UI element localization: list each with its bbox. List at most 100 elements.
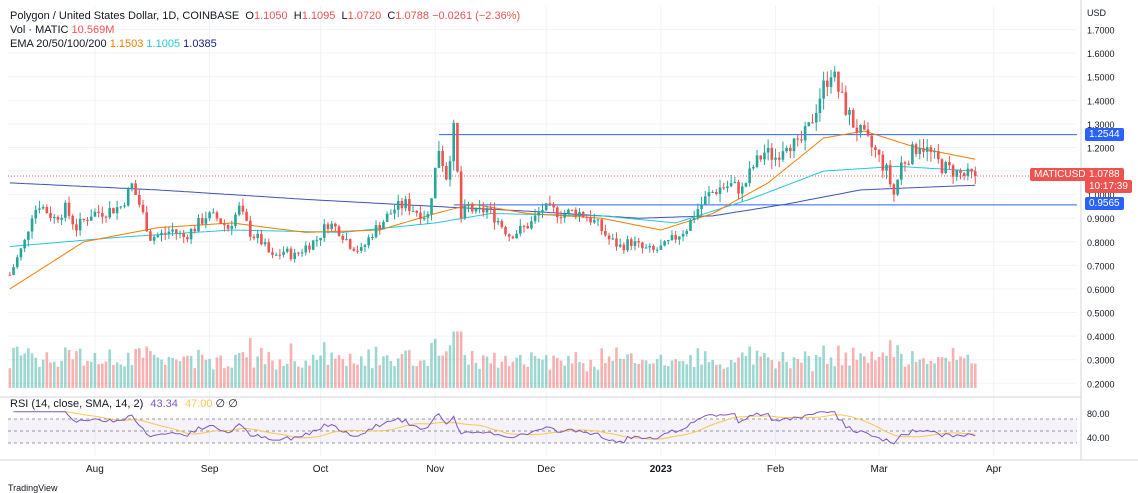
candle xyxy=(652,244,655,253)
candle-body xyxy=(703,196,707,205)
candle xyxy=(637,237,640,248)
candle xyxy=(482,202,485,217)
candle xyxy=(378,221,382,235)
candle xyxy=(770,143,774,170)
candle xyxy=(41,204,45,210)
candle-body xyxy=(119,206,123,208)
candle-body xyxy=(34,209,38,219)
candle xyxy=(718,179,722,203)
candle xyxy=(93,208,97,218)
tradingview-logo[interactable]: TradingView xyxy=(8,483,58,493)
volume-bar xyxy=(592,366,596,388)
volume-legend[interactable]: Vol · MATIC 10.569M xyxy=(10,24,114,36)
candle-body xyxy=(700,204,703,210)
y-tick-label: 0.3000 xyxy=(1087,356,1115,366)
candle xyxy=(962,172,966,181)
support-price-badge: 0.9565 xyxy=(1085,197,1124,210)
candle xyxy=(578,208,581,222)
horizontal-lines[interactable] xyxy=(8,134,1077,206)
volume-bar xyxy=(515,357,518,388)
candle-body xyxy=(903,162,907,164)
volume-bar xyxy=(556,358,559,388)
candle-body xyxy=(918,148,922,154)
candle-body xyxy=(959,170,962,174)
candle-body xyxy=(41,206,45,209)
ohlc-close: C1.0788 xyxy=(387,10,429,22)
volume-bar xyxy=(352,363,356,388)
candle-body xyxy=(208,212,211,219)
candle-body xyxy=(663,241,666,246)
volume-bar xyxy=(611,360,615,388)
rsi-tick-label: 80.00 xyxy=(1087,409,1110,419)
candle xyxy=(248,215,252,241)
candle-body xyxy=(459,171,463,219)
candle-body xyxy=(437,150,441,168)
candle-body xyxy=(807,122,811,127)
candle-body xyxy=(726,186,729,188)
candle-body xyxy=(973,171,977,177)
candle-body xyxy=(622,244,626,251)
candle xyxy=(448,155,452,187)
volume-bar xyxy=(363,365,367,388)
candle-body xyxy=(851,110,855,128)
volume-bar xyxy=(615,347,618,388)
candle-body xyxy=(574,209,578,217)
candle xyxy=(626,235,629,253)
candle-body xyxy=(248,220,252,237)
candle-body xyxy=(470,204,474,212)
ema200-value: 1.0385 xyxy=(183,38,217,50)
candle-body xyxy=(160,232,163,236)
candle xyxy=(300,249,304,257)
candle xyxy=(948,155,951,170)
candle xyxy=(648,243,652,253)
volume-bar xyxy=(837,345,840,388)
candle xyxy=(544,203,548,211)
candle xyxy=(733,176,737,184)
symbol-legend: Polygon / United States Dollar, 1D, COIN… xyxy=(10,10,520,22)
candle-body xyxy=(822,80,825,99)
volume-bar xyxy=(474,362,478,388)
candle-body xyxy=(519,225,522,234)
candle xyxy=(322,218,326,242)
candle xyxy=(940,158,944,175)
candle xyxy=(289,246,293,262)
candle-body xyxy=(411,210,415,212)
candle xyxy=(678,236,681,245)
candle-body xyxy=(182,232,185,238)
y-tick-label: 1.3000 xyxy=(1087,120,1115,130)
candle-body xyxy=(115,207,119,214)
y-tick-label: 0.6000 xyxy=(1087,285,1115,295)
candle xyxy=(748,161,751,187)
candle-body xyxy=(345,239,348,241)
volume-bar xyxy=(948,361,951,388)
x-tick-label: Aug xyxy=(86,464,104,475)
volume-bar xyxy=(459,331,463,388)
candle xyxy=(629,237,633,251)
volume-bar xyxy=(881,352,885,388)
candle xyxy=(533,209,537,224)
volume-bar xyxy=(807,355,811,388)
candle xyxy=(160,229,163,242)
candle-body xyxy=(844,92,848,115)
volume-bar xyxy=(822,345,825,388)
candle xyxy=(348,238,352,250)
rsi-legend[interactable]: RSI (14, close, SMA, 14, 2) 43.34 47.00 … xyxy=(10,397,238,410)
volume-bar xyxy=(900,353,903,388)
candle-body xyxy=(911,144,914,165)
candle-body xyxy=(478,207,481,209)
volume-bar xyxy=(955,359,959,388)
candle-body xyxy=(263,242,267,245)
ema-legend[interactable]: EMA 20/50/100/200 1.1503 1.1005 1.0385 xyxy=(10,38,217,50)
current-price-badge: 1.0788 xyxy=(1085,168,1124,181)
candle-body xyxy=(289,248,293,260)
volume-bar xyxy=(256,356,259,388)
volume-bar xyxy=(973,363,977,388)
candle xyxy=(866,122,870,138)
candle xyxy=(452,119,456,171)
volume-bar xyxy=(803,351,807,388)
volume-bar xyxy=(426,366,430,388)
candle-body xyxy=(448,161,452,180)
candle-body xyxy=(15,257,19,268)
volume-bar xyxy=(800,362,803,388)
